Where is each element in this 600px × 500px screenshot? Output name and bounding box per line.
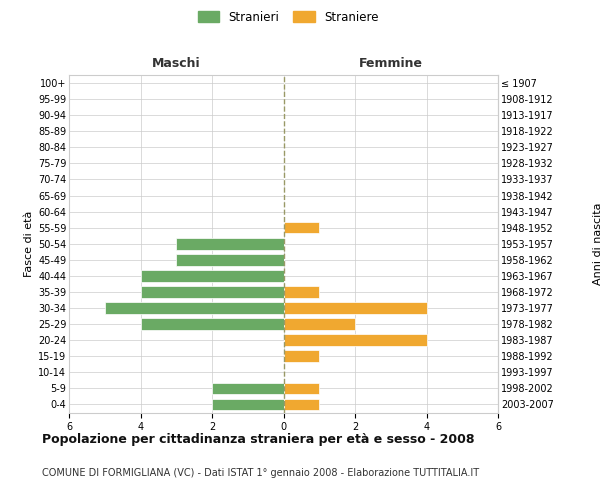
Text: Maschi: Maschi <box>152 57 200 70</box>
Bar <box>284 318 355 330</box>
Text: COMUNE DI FORMIGLIANA (VC) - Dati ISTAT 1° gennaio 2008 - Elaborazione TUTTITALI: COMUNE DI FORMIGLIANA (VC) - Dati ISTAT … <box>42 468 479 477</box>
Bar <box>212 382 284 394</box>
Text: Popolazione per cittadinanza straniera per età e sesso - 2008: Popolazione per cittadinanza straniera p… <box>42 432 475 446</box>
Bar <box>284 222 319 234</box>
Bar <box>140 270 284 281</box>
Bar <box>284 286 319 298</box>
Bar <box>140 318 284 330</box>
Y-axis label: Fasce di età: Fasce di età <box>23 210 34 277</box>
Bar <box>140 286 284 298</box>
Legend: Stranieri, Straniere: Stranieri, Straniere <box>193 6 383 28</box>
Bar <box>176 238 284 250</box>
Bar <box>284 334 427 346</box>
Bar <box>212 398 284 410</box>
Text: Femmine: Femmine <box>359 57 423 70</box>
Y-axis label: Anni di nascita: Anni di nascita <box>593 202 600 285</box>
Bar <box>284 302 427 314</box>
Bar <box>176 254 284 266</box>
Bar <box>284 382 319 394</box>
Bar <box>284 350 319 362</box>
Bar <box>284 398 319 410</box>
Bar <box>105 302 284 314</box>
